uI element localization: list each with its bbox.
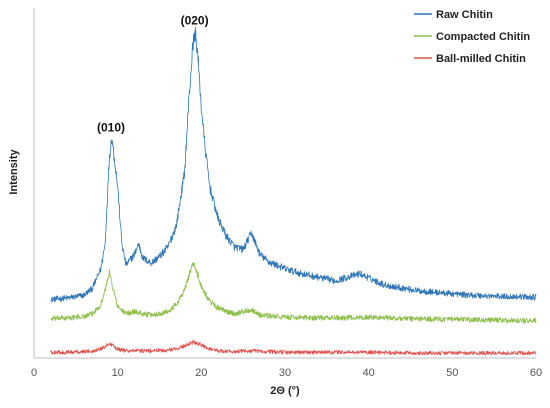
x-axis-title: 2Θ (°)	[270, 385, 300, 397]
legend-label: Ball-milled Chitin	[436, 53, 526, 65]
peak-annotations: (010) (020)	[97, 14, 209, 135]
peak-annotation-label: (010)	[97, 121, 125, 135]
series-line-compacted-chitin	[50, 262, 537, 324]
x-tick-label: 30	[279, 367, 291, 379]
series-line-raw-chitin	[50, 26, 537, 303]
series-layer	[50, 26, 537, 356]
x-tick-labels: 0 10 20 30 40 50 60	[31, 367, 542, 379]
peak-annotation-label: (020)	[181, 14, 209, 28]
x-tick-label: 0	[31, 367, 37, 379]
x-tick-label: 60	[530, 367, 542, 379]
x-tick-label: 20	[195, 367, 207, 379]
x-tick-label: 50	[446, 367, 458, 379]
x-tick-label: 40	[363, 367, 375, 379]
x-tick-label: 10	[112, 367, 124, 379]
y-axis-title: Intensity	[8, 149, 20, 195]
legend: Raw Chitin Compacted Chitin Ball-milled Ch…	[414, 9, 530, 65]
legend-label: Compacted Chitin	[436, 31, 530, 43]
series-line-ball-milled-chitin	[50, 339, 537, 356]
legend-label: Raw Chitin	[436, 9, 493, 21]
